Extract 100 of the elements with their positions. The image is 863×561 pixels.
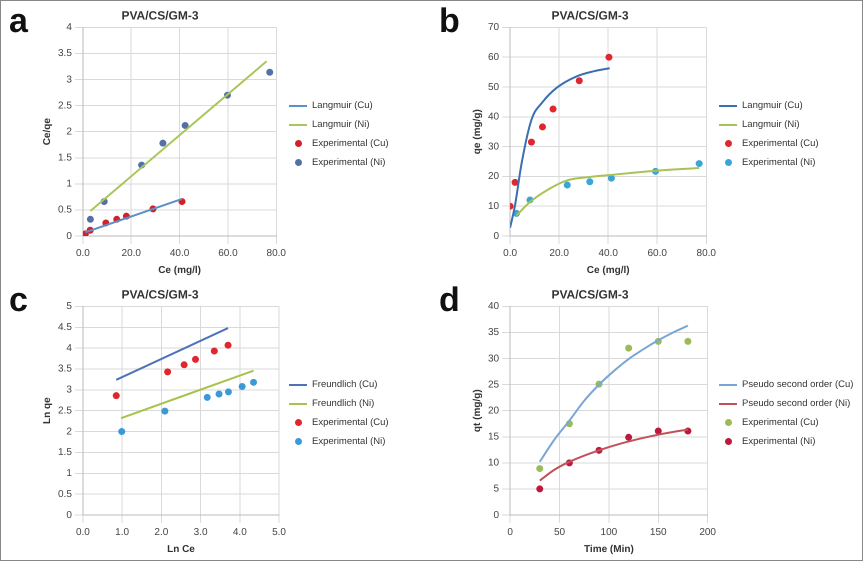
- y-tick-label: 0: [494, 510, 500, 521]
- x-tick-label: 40.0: [598, 248, 618, 259]
- x-tick-label: 0.0: [503, 248, 518, 259]
- text: a: [9, 1, 28, 41]
- point: [564, 182, 571, 189]
- y-tick-label: 15: [488, 432, 500, 443]
- y-tick-label: 2: [66, 126, 72, 138]
- legend-label: Experimental (Cu): [742, 138, 819, 149]
- legend-label: Pseudo second order (Cu): [742, 379, 854, 390]
- point: [192, 356, 199, 363]
- point: [210, 348, 218, 355]
- y-tick-label: 25: [488, 379, 500, 390]
- y-axis-title: Ce/qe: [42, 118, 53, 146]
- legend-label: Pseudo second order (Ni): [742, 398, 850, 409]
- point: [538, 123, 546, 130]
- y-tick-label: 35: [488, 327, 500, 338]
- y-tick-label: 40: [488, 112, 500, 123]
- x-tick-label: 0: [507, 526, 514, 538]
- x-tick-label: 20.0: [122, 248, 142, 259]
- x-tick-label: 60.0: [648, 248, 668, 259]
- legend-label: Langmuir (Ni): [312, 119, 370, 130]
- y-tick-label: 5: [66, 301, 72, 312]
- y-axis-title: Ln qe: [42, 396, 53, 424]
- x-tick-label: 0.0: [76, 526, 90, 538]
- x-tick-label: 60.0: [218, 248, 238, 259]
- chart-title: PVA/CS/GM-3: [551, 8, 629, 23]
- x-tick-label: 20.0: [549, 248, 570, 259]
- legend-label: Experimental (Ni): [742, 436, 816, 447]
- y-tick-label: 20: [488, 405, 500, 416]
- y-axis-title: qe (mg/g): [472, 109, 483, 154]
- point: [605, 54, 612, 61]
- point: [512, 178, 519, 186]
- x-axis-title: Ce (mg/l): [586, 264, 630, 276]
- x-tick-label: 40.0: [170, 248, 190, 259]
- point: [576, 77, 583, 84]
- x-tick-label: 100: [600, 526, 618, 538]
- line-series: [510, 67, 611, 229]
- y-axis-title: qt (mg/g): [472, 389, 483, 432]
- y-tick-label: 2.5: [58, 100, 72, 112]
- legend-label: Freundlich (Cu): [312, 379, 378, 390]
- y-tick-label: 2: [66, 426, 72, 438]
- y-tick-label: 20: [488, 171, 500, 182]
- point: [204, 394, 211, 401]
- point: [536, 465, 544, 472]
- y-tick-label: 40: [488, 301, 500, 312]
- point: [112, 392, 120, 400]
- legend-label: Langmuir (Ni): [742, 119, 800, 130]
- y-tick-label: 30: [488, 353, 500, 364]
- y-tick-label: 3.5: [58, 48, 72, 60]
- text: d: [439, 280, 460, 320]
- legend-label: Experimental (Ni): [312, 157, 386, 168]
- point: [118, 428, 126, 436]
- point: [528, 138, 535, 146]
- x-tick-label: 80.0: [696, 248, 716, 259]
- y-tick-label: 1: [66, 178, 72, 190]
- y-tick-label: 4: [66, 342, 72, 354]
- point: [224, 342, 232, 349]
- y-tick-label: 4: [66, 22, 72, 34]
- y-tick-label: 3.5: [58, 364, 72, 375]
- point: [625, 344, 632, 352]
- x-tick-label: 1.0: [115, 526, 130, 538]
- legend-label: Experimental (Cu): [312, 138, 389, 149]
- y-tick-label: 10: [488, 458, 500, 469]
- x-tick-label: 50: [554, 526, 566, 538]
- y-tick-label: 10: [488, 200, 500, 212]
- y-tick-label: 0: [66, 230, 72, 242]
- point: [696, 160, 703, 168]
- legend-label: Experimental (Ni): [312, 436, 386, 447]
- y-tick-label: 0.5: [58, 204, 72, 216]
- y-tick-label: 0.5: [58, 488, 72, 500]
- legend-label: Experimental (Cu): [312, 417, 389, 428]
- point: [159, 140, 166, 147]
- x-axis-title: Time (Min): [584, 544, 634, 555]
- y-tick-label: 4.5: [58, 322, 72, 334]
- y-tick-label: 1.5: [58, 152, 72, 164]
- x-tick-label: 150: [650, 526, 668, 538]
- x-tick-label: 3.0: [194, 526, 208, 538]
- point: [550, 106, 557, 113]
- y-tick-label: 1: [66, 468, 72, 480]
- point: [654, 428, 662, 435]
- x-tick-label: 4.0: [232, 526, 248, 538]
- y-tick-label: 60: [488, 52, 500, 63]
- x-axis-title: Ce (mg/l): [158, 264, 201, 276]
- legend-label: Freundlich (Ni): [312, 398, 374, 409]
- legend-label: Experimental (Cu): [742, 417, 819, 428]
- legend-label: Langmuir (Cu): [742, 100, 803, 111]
- chart-title: PVA/CS/GM-3: [121, 8, 199, 23]
- line-series: [538, 324, 689, 463]
- y-tick-label: 1.5: [58, 447, 72, 458]
- y-tick-label: 3: [66, 384, 72, 396]
- x-tick-label: 80.0: [266, 248, 286, 259]
- point: [586, 178, 594, 186]
- point: [161, 408, 168, 415]
- chart-title: PVA/CS/GM-3: [551, 288, 629, 302]
- point: [625, 434, 632, 441]
- text: c: [9, 280, 28, 320]
- point: [182, 122, 189, 129]
- y-tick-label: 3: [66, 74, 72, 86]
- x-tick-label: 0.0: [76, 248, 90, 259]
- x-axis-title: Ln Ce: [167, 544, 196, 555]
